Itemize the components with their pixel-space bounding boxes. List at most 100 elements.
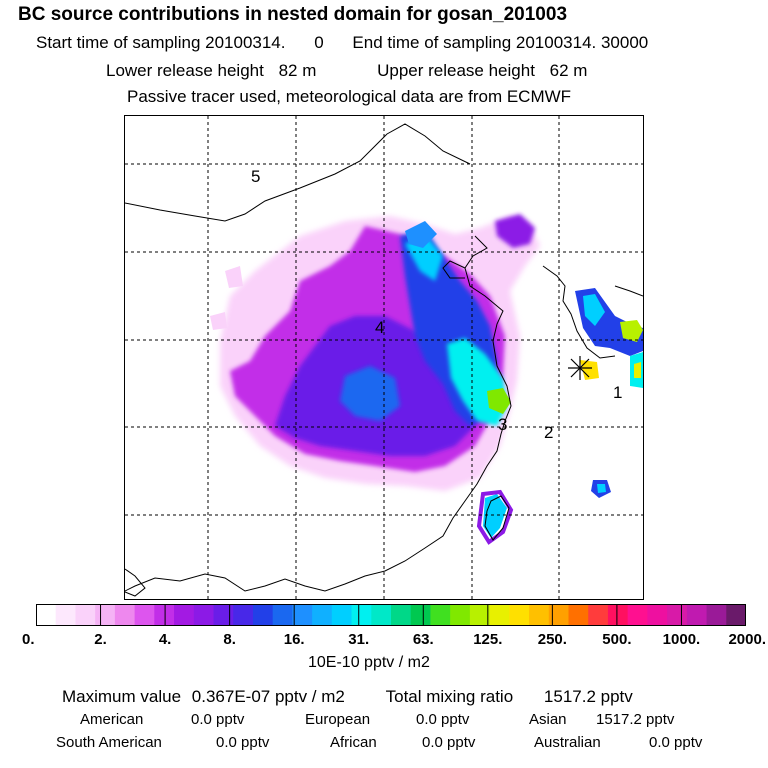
hainan-coast — [125, 568, 146, 597]
colorbar-tick-label: 8. — [223, 631, 236, 648]
region-name-south-american: South American — [56, 734, 162, 751]
region-labels: 1 2 3 4 5 — [251, 167, 622, 442]
colorbar-swatch — [272, 604, 293, 626]
colorbar-tick-label: 0. — [22, 631, 35, 648]
colorbar-swatch — [371, 604, 392, 626]
start-time-value: 0 — [314, 33, 324, 52]
coastlines — [125, 123, 643, 597]
grid-lines — [125, 116, 643, 599]
tracer-note: Passive tracer used, meteorological data… — [127, 87, 572, 106]
colorbar-swatch — [312, 604, 333, 626]
plume-jeju — [580, 360, 599, 380]
colorbar-tick-label: 1000. — [662, 631, 701, 648]
region-name-american: American — [80, 711, 144, 728]
start-time-label: Start time of sampling 20100314. — [36, 33, 286, 52]
colorbar-swatch — [75, 604, 96, 626]
colorbar-swatch — [667, 604, 688, 626]
region-value-european: 0.0 pptv — [416, 711, 470, 728]
colorbar-swatch — [193, 604, 214, 626]
concentration-field — [210, 214, 643, 545]
colorbar-tick-label: 4. — [158, 631, 172, 648]
colorbar-tick-label: 2. — [94, 631, 107, 648]
colorbar-swatch — [647, 604, 668, 626]
colorbar-swatch — [351, 604, 372, 626]
colorbar-swatch — [55, 604, 76, 626]
colorbar-swatch — [548, 604, 569, 626]
colorbar-units: 10E-10 pptv / m2 — [308, 654, 430, 671]
source-contribution-map: 1 2 3 4 5 — [124, 115, 644, 600]
release-height-line: Lower release height 82 m Upper release … — [106, 61, 587, 81]
colorbar-swatch — [331, 604, 353, 626]
plume-japan-yellow — [634, 362, 641, 378]
colorbar-tick-label: 500. — [602, 631, 632, 648]
end-time-label: End time of sampling 20100314. 30000 — [352, 33, 649, 52]
plume-far-west — [210, 312, 227, 330]
total-mixing-label: Total mixing ratio — [385, 687, 514, 706]
plume-cyan-north — [405, 234, 443, 281]
region-label-1: 1 — [613, 383, 622, 402]
plume-blue-north — [405, 221, 437, 248]
region-label-3: 3 — [498, 415, 507, 434]
region-name-australian: Australian — [534, 734, 601, 751]
colorbar-swatch — [686, 604, 708, 626]
map-canvas: 1 2 3 4 5 — [125, 116, 643, 599]
colorbar-swatch — [134, 604, 155, 626]
upper-height-label: Upper release height — [377, 61, 535, 80]
colorbar-swatch — [174, 604, 195, 626]
northern-border — [125, 123, 471, 222]
colorbar-swatch — [430, 604, 451, 626]
bohai-bay — [442, 260, 466, 279]
chart-title: BC source contributions in nested domain… — [18, 4, 568, 25]
colorbar-swatch — [252, 604, 274, 626]
lower-height-value: 82 m — [278, 61, 317, 80]
plume-blue-west — [340, 366, 400, 421]
max-value: 0.367E-07 pptv / m2 — [191, 687, 345, 706]
colorbar — [36, 604, 746, 626]
region-value-african: 0.0 pptv — [422, 734, 476, 751]
colorbar-swatch — [726, 604, 746, 626]
colorbar-swatch — [154, 604, 175, 626]
colorbar-swatch — [706, 604, 727, 626]
colorbar-swatch — [568, 604, 589, 626]
colorbar-swatch — [529, 604, 550, 626]
region-value-australian: 0.0 pptv — [649, 734, 703, 751]
summary-line: Maximum value 0.367E-07 pptv / m2 Total … — [62, 687, 633, 707]
japan-coast — [614, 285, 643, 297]
total-mixing-value: 1517.2 pptv — [543, 687, 633, 706]
china-coast — [125, 235, 512, 592]
colorbar-swatch — [36, 604, 57, 626]
sampling-time-line: Start time of sampling 20100314. 0 End t… — [36, 33, 648, 53]
colorbar-swatch — [410, 604, 431, 626]
plume-green-core — [487, 388, 511, 414]
colorbar-swatch — [489, 604, 510, 626]
region-value-american: 0.0 pptv — [191, 711, 245, 728]
colorbar-tick-label: 2000. — [728, 631, 766, 648]
colorbar-swatch — [95, 604, 116, 626]
region-label-4: 4 — [375, 318, 384, 337]
plume-pacific-core — [597, 484, 606, 493]
colorbar-tick-label: 63. — [412, 631, 434, 648]
colorbar-swatch — [607, 604, 629, 626]
plume-northeast — [495, 214, 535, 248]
colorbar-swatch — [114, 604, 136, 626]
colorbar-tick-label: 31. — [348, 631, 370, 648]
colorbar-swatch — [509, 604, 530, 626]
plume-taiwan-edge — [476, 489, 514, 545]
colorbar-swatch — [450, 604, 471, 626]
lower-height-label: Lower release height — [106, 61, 264, 80]
colorbar-swatch — [292, 604, 313, 626]
colorbar-swatch — [469, 604, 491, 626]
max-value-label: Maximum value — [62, 687, 182, 706]
colorbar-tick-label: 250. — [537, 631, 567, 648]
region-label-2: 2 — [544, 423, 553, 442]
colorbar-tick-label: 125. — [473, 631, 503, 648]
plume-west-blob — [225, 266, 243, 288]
region-name-asian: Asian — [529, 711, 567, 728]
korea-coast — [542, 265, 616, 359]
colorbar-swatch — [588, 604, 609, 626]
colorbar-swatch — [627, 604, 648, 626]
taiwan-coast — [484, 495, 510, 541]
colorbar-swatch — [213, 604, 234, 626]
colorbar-border — [36, 604, 746, 626]
asterisk-icon — [568, 356, 592, 380]
